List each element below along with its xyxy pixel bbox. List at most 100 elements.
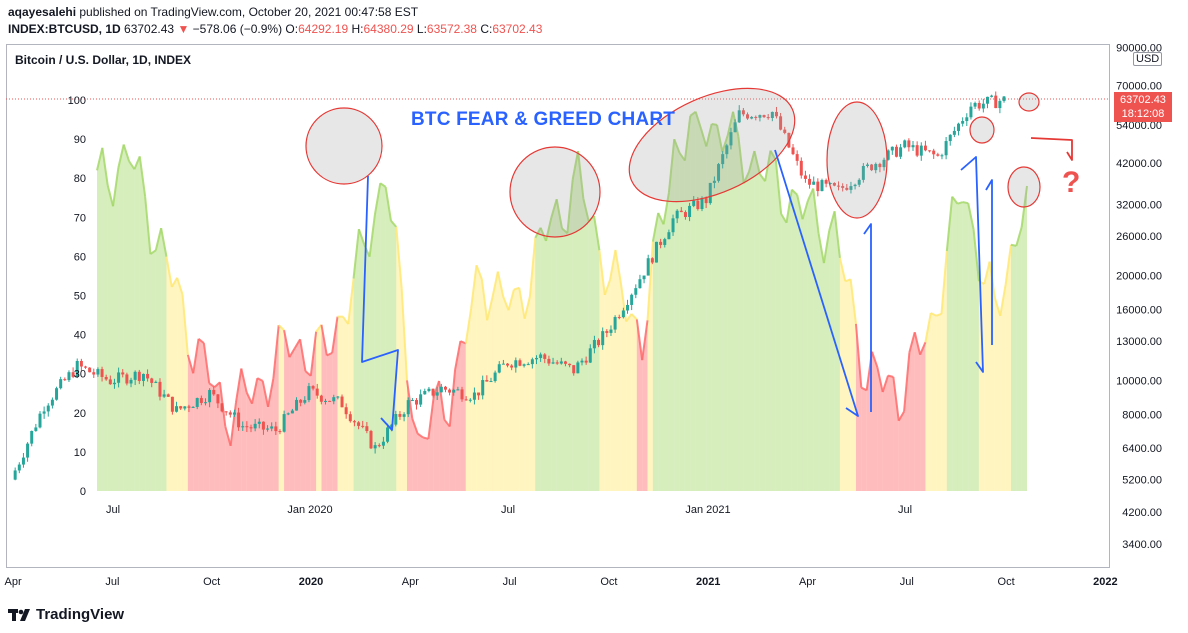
fear-greed-area-segment: [968, 203, 974, 491]
fear-greed-line-segment: [566, 179, 574, 234]
fear-greed-area-segment: [1016, 227, 1022, 491]
price-candle: [245, 426, 249, 428]
price-candle: [981, 103, 985, 109]
fear-greed-line-segment: [326, 351, 333, 357]
fear-greed-y-tick: 0: [80, 486, 86, 498]
price-candle: [448, 389, 452, 393]
price-candle: [741, 110, 745, 115]
fear-greed-line-segment: [240, 368, 248, 393]
price-candle: [472, 392, 476, 400]
fear-greed-line-segment: [106, 184, 115, 207]
fear-greed-area-segment: [332, 316, 338, 491]
price-candle: [96, 369, 100, 375]
price-candle: [13, 470, 17, 480]
price-candle: [832, 182, 836, 186]
fear-greed-area-segment: [604, 279, 611, 491]
time-axis[interactable]: Apr Jul Oct 2020 Apr Jul Oct 2021 Apr Jul Oct 2022: [5, 576, 1118, 588]
price-candle: [704, 198, 708, 204]
price-candle: [539, 354, 543, 358]
price-candle: [911, 145, 915, 148]
fear-greed-line-segment: [507, 289, 515, 311]
fear-greed-area-segment: [920, 342, 926, 491]
time-axis-tick: 2020: [299, 576, 323, 588]
price-axis-tick: 32000.00: [1116, 199, 1162, 211]
price-candle: [485, 380, 489, 382]
fear-greed-area-segment: [252, 378, 258, 491]
fear-greed-line-segment: [1010, 243, 1017, 247]
price-candle: [456, 389, 460, 391]
fear-greed-line-segment: [838, 257, 847, 282]
price-candle: [638, 279, 642, 289]
fear-greed-area-segment: [508, 289, 514, 491]
fear-greed-line-segment: [753, 150, 761, 175]
price-candle: [46, 405, 50, 412]
price-candle: [712, 180, 716, 183]
fear-greed-area-segment: [257, 378, 263, 491]
currency-label[interactable]: USD: [1133, 52, 1163, 66]
fear-greed-line-segment: [272, 324, 280, 379]
price-candle: [179, 406, 183, 409]
price-tag-countdown: 18:12:08: [1121, 108, 1165, 120]
fear-greed-line-segment: [197, 338, 205, 344]
fear-greed-line-segment: [550, 198, 558, 218]
fear-greed-line-segment: [320, 324, 328, 356]
author-name[interactable]: aqayesalehi: [8, 5, 77, 19]
fear-greed-line-segment: [726, 111, 735, 136]
fear-greed-area-segment: [123, 144, 130, 491]
fear-greed-line-segment: [390, 220, 398, 228]
price-axis[interactable]: 90000.00 70000.00 54000.00 42000.00 32000.00…: [1116, 43, 1162, 551]
fear-greed-line-segment: [496, 271, 505, 297]
fear-greed-line-segment: [962, 201, 969, 205]
price-candle: [17, 464, 21, 471]
price-candle: [791, 147, 795, 155]
price-candle: [79, 360, 83, 367]
price-candle: [100, 369, 104, 377]
price-candle: [369, 431, 373, 449]
fear-greed-line-segment: [347, 278, 355, 325]
fear-greed-line-segment: [357, 228, 366, 245]
fear-greed-line-segment: [930, 312, 937, 317]
fear-greed-area-segment: [230, 402, 236, 491]
fear-greed-y-tick: 60: [74, 251, 86, 263]
price-candle: [994, 95, 998, 109]
price-candle: [621, 310, 625, 318]
fear-greed-area-segment: [129, 161, 135, 491]
fear-greed-area-segment: [807, 188, 814, 491]
price-candle: [837, 185, 841, 187]
fear-greed-line-segment: [742, 171, 750, 184]
price-candle: [377, 445, 381, 447]
fear-greed-area-segment: [572, 151, 579, 491]
fear-greed-area-segment: [439, 380, 445, 491]
blue-arrow-annotation: [361, 175, 399, 431]
fear-greed-line-segment: [448, 369, 457, 427]
current-price-tag: 63702.43 18:12:08: [1114, 92, 1172, 122]
price-axis-tick: 10000.00: [1116, 376, 1162, 388]
fear-greed-line-segment: [582, 198, 590, 222]
price-candle: [729, 132, 733, 146]
price-candle: [42, 411, 46, 414]
time-axis-tick: Apr: [5, 576, 22, 588]
fear-greed-area-segment: [155, 228, 162, 491]
price-candle: [572, 365, 576, 374]
price-candle: [154, 381, 158, 383]
fear-greed-line-segment: [881, 375, 889, 393]
last-price: 63702.43: [124, 22, 175, 36]
fear-greed-x-tick: Jan 2021: [685, 504, 730, 516]
price-candle: [948, 134, 952, 142]
price-candle: [783, 129, 787, 133]
price-candle: [936, 154, 940, 156]
price-candle: [526, 364, 530, 366]
price-candle: [162, 394, 166, 397]
fear-greed-area-segment: [471, 265, 477, 491]
fear-greed-area-segment: [428, 396, 434, 491]
fear-greed-area-segment: [759, 173, 766, 491]
tradingview-logo[interactable]: TradingView: [8, 606, 124, 623]
price-candle: [530, 359, 534, 365]
price-candle: [667, 232, 671, 240]
price-candle: [464, 399, 468, 401]
price-candle: [613, 317, 617, 330]
price-candle: [849, 186, 853, 190]
price-candle: [257, 421, 261, 424]
fear-greed-area-segment: [909, 332, 915, 491]
